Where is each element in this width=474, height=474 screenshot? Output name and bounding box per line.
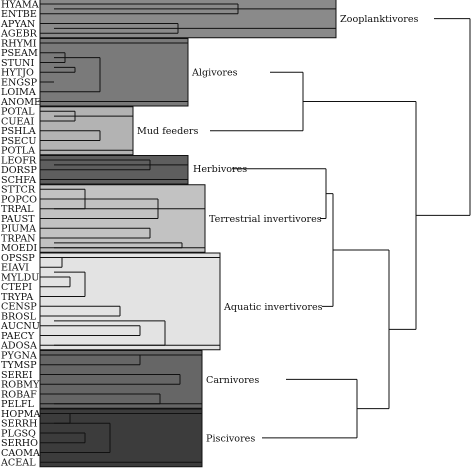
leaf-label: SERRH (1, 419, 37, 430)
leaf-label: CUEAI (1, 116, 34, 127)
leaf-label: STTCR (1, 185, 36, 196)
group-label: Carnivores (206, 375, 259, 386)
leaf-label: DORSP (1, 165, 37, 176)
leaf-label: HYAMA (1, 0, 40, 10)
group-label: Terrestrial invertivores (209, 214, 322, 225)
group-label: Algivores (191, 68, 238, 79)
leaf-label: TYMSP (1, 360, 37, 371)
leaf-label: TRYPA (1, 292, 34, 303)
leaf-label: AUCNU (0, 321, 40, 332)
cluster-box (39, 0, 337, 39)
leaf-label: SERHO (1, 438, 38, 449)
leaf-label: AGEBR (0, 29, 38, 40)
leaf-label: STUNI (1, 58, 34, 69)
leaf-label: TRPAN (1, 233, 36, 244)
leaf-label: ANOME (0, 97, 41, 108)
leaf-label: POTAL (1, 107, 35, 118)
leaf-label: SCHFA (1, 175, 37, 186)
leaf-label: POTLA (1, 146, 36, 157)
inner-branches (40, 3, 337, 463)
leaf-label: PYGNA (1, 350, 38, 361)
leaf-label: PAUST (1, 214, 35, 225)
leaf-label: PSHLA (1, 126, 37, 137)
cluster-box (39, 350, 203, 409)
group-label: Mud feeders (137, 126, 199, 137)
cluster-box (39, 408, 203, 468)
cluster-box (39, 252, 221, 351)
group-label: Zooplanktivores (340, 14, 419, 25)
leaf-label: SEREI (1, 370, 33, 381)
leaf-label: TRPAL (1, 204, 34, 215)
leaf-label: POPCO (1, 194, 37, 205)
leaf-label: EIAVI (1, 263, 29, 274)
leaf-label: ROBMY (1, 380, 40, 391)
leaf-label: PSEAM (1, 48, 38, 59)
leaf-label: OPSSP (1, 253, 35, 264)
leaf-label: MYLDU (1, 272, 39, 283)
group-label: Herbivores (193, 164, 247, 175)
leaf-label: ACEAL (0, 458, 36, 469)
leaf-labels: HYAMAENTBEAPYANAGEBRRHYMIPSEAMSTUNIHYTJO… (0, 0, 42, 469)
leaf-label: ROBAF (1, 389, 37, 400)
top-level-branches (210, 18, 471, 439)
leaf-label: LEOFR (1, 155, 37, 166)
leaf-label: HOPMA (1, 409, 42, 420)
leaf-label: MOEDI (1, 243, 37, 254)
leaf-label: PSECU (1, 136, 36, 147)
leaf-label: PAECY (1, 331, 35, 342)
leaf-label: PLGSQ (1, 428, 36, 439)
leaf-label: PIUMA (1, 224, 37, 235)
group-labels: Zooplanktivores Algivores Mud feeders Herbi… (137, 14, 419, 444)
leaf-label: BROSL (1, 311, 37, 322)
leaf-label: ENTBE (1, 9, 37, 20)
leaf-label: CAOMA (1, 448, 41, 459)
leaf-label: HYTJO (1, 68, 34, 79)
group-label: Piscivores (206, 433, 255, 444)
leaf-label: APYAN (0, 19, 35, 30)
leaf-label: CTEPI (1, 282, 32, 293)
leaf-label: PELFL (1, 399, 34, 410)
leaf-label: RHYMI (1, 38, 37, 49)
leaf-label: ADOSA (0, 341, 38, 352)
group-label: Aquatic invertivores (223, 302, 323, 313)
leaf-label: CENSP (1, 302, 37, 313)
leaf-label: ENGSP (1, 77, 38, 88)
leaf-label: LOIMA (1, 87, 37, 98)
